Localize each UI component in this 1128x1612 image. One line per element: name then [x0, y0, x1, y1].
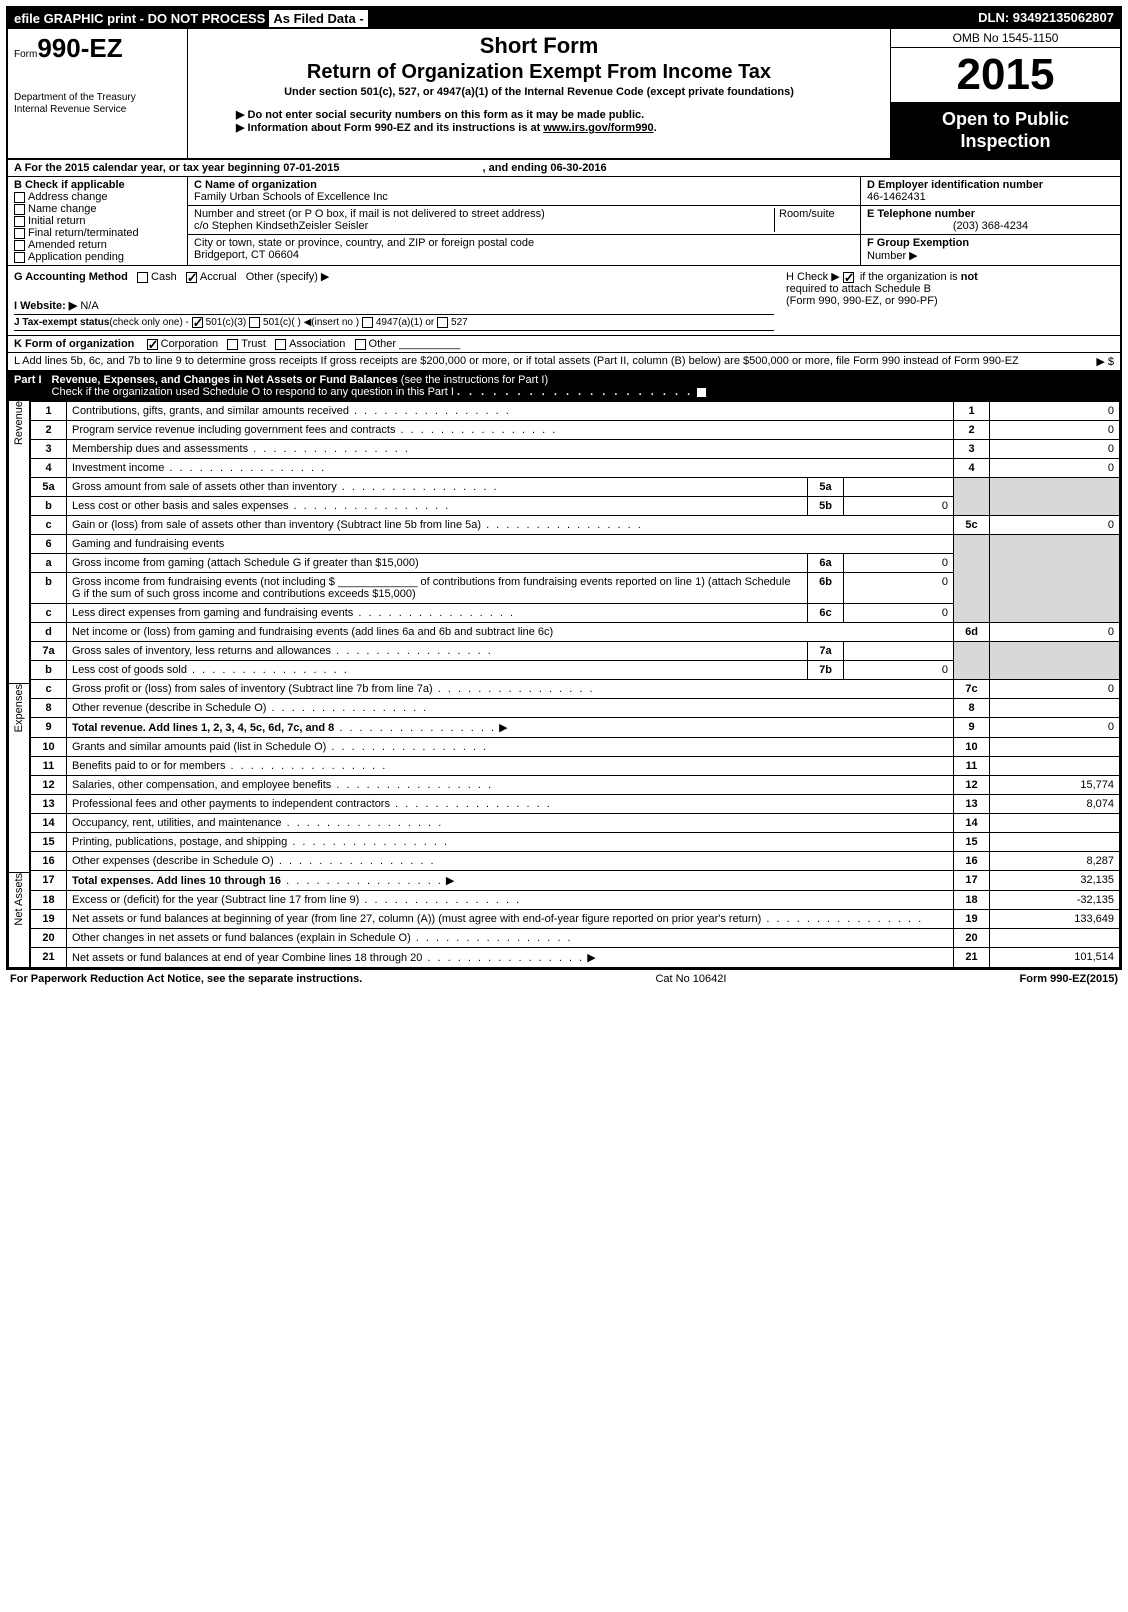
- line-5a: 5aGross amount from sale of assets other…: [31, 478, 1120, 497]
- chk-501c[interactable]: [249, 317, 260, 328]
- chk-accrual[interactable]: [186, 272, 197, 283]
- part-1-body: Revenue Expenses Net Assets 1Contributio…: [8, 401, 1120, 968]
- chk-corporation[interactable]: [147, 339, 158, 350]
- section-a: A For the 2015 calendar year, or tax yea…: [8, 160, 1120, 177]
- room-suite-label: Room/suite: [774, 208, 854, 232]
- j-label: J Tax-exempt status: [14, 317, 109, 328]
- chk-other-org[interactable]: [355, 339, 366, 350]
- part-1-header: Part I Revenue, Expenses, and Changes in…: [8, 371, 1120, 401]
- chk-final-return[interactable]: [14, 228, 25, 239]
- line-10: 10Grants and similar amounts paid (list …: [31, 738, 1120, 757]
- form-container: efile GRAPHIC print - DO NOT PROCESS As …: [6, 6, 1122, 970]
- line-2: 2Program service revenue including gover…: [31, 421, 1120, 440]
- line-21: 21Net assets or fund balances at end of …: [31, 948, 1120, 968]
- omb-number: OMB No 1545-1150: [891, 29, 1120, 48]
- chk-501c3[interactable]: [192, 317, 203, 328]
- c-city-label: City or town, state or province, country…: [194, 237, 854, 249]
- f-group-label: F Group Exemption: [867, 237, 969, 249]
- topbar: efile GRAPHIC print - DO NOT PROCESS As …: [8, 8, 1120, 29]
- website: N/A: [80, 300, 98, 312]
- dept-irs: Internal Revenue Service: [14, 104, 181, 116]
- b-label: B Check if applicable: [14, 179, 181, 191]
- line-15: 15Printing, publications, postage, and s…: [31, 833, 1120, 852]
- chk-application-pending[interactable]: [14, 252, 25, 263]
- line-19: 19Net assets or fund balances at beginni…: [31, 910, 1120, 929]
- chk-527[interactable]: [437, 317, 448, 328]
- header: Form990-EZ Department of the Treasury In…: [8, 29, 1120, 160]
- c-name-label: C Name of organization: [194, 179, 854, 191]
- chk-amended-return[interactable]: [14, 240, 25, 251]
- form-title: Return of Organization Exempt From Incom…: [196, 61, 882, 84]
- line-18: 18Excess or (deficit) for the year (Subt…: [31, 891, 1120, 910]
- line-1: 1Contributions, gifts, grants, and simil…: [31, 402, 1120, 421]
- note-ssn: ▶ Do not enter social security numbers o…: [236, 108, 882, 121]
- line-12: 12Salaries, other compensation, and empl…: [31, 776, 1120, 795]
- footer-left: For Paperwork Reduction Act Notice, see …: [10, 973, 362, 985]
- chk-name-change[interactable]: [14, 204, 25, 215]
- g-label: G Accounting Method: [14, 271, 128, 283]
- under-section: Under section 501(c), 527, or 4947(a)(1)…: [196, 86, 882, 98]
- chk-cash[interactable]: [137, 272, 148, 283]
- section-bcd: B Check if applicable Address change Nam…: [8, 177, 1120, 266]
- form-prefix: Form: [14, 49, 37, 60]
- l-text: L Add lines 5b, 6c, and 7b to line 9 to …: [14, 355, 1096, 368]
- open-to-public: Open to Public Inspection: [891, 103, 1120, 158]
- as-filed-label: As Filed Data -: [269, 10, 367, 27]
- footer-right: Form 990-EZ(2015): [1020, 973, 1118, 985]
- chk-association[interactable]: [275, 339, 286, 350]
- side-revenue: Revenue: [13, 401, 25, 445]
- line-7c: cGross profit or (loss) from sales of in…: [31, 680, 1120, 699]
- phone: (203) 368-4234: [867, 220, 1114, 232]
- chk-schedule-b[interactable]: [843, 272, 854, 283]
- footer: For Paperwork Reduction Act Notice, see …: [6, 970, 1122, 985]
- ein: 46-1462431: [867, 191, 1114, 203]
- line-16: 16Other expenses (describe in Schedule O…: [31, 852, 1120, 871]
- c-street-label: Number and street (or P O box, if mail i…: [194, 208, 774, 220]
- org-street: c/o Stephen KindsethZeisler Seisler: [194, 220, 774, 232]
- footer-cat: Cat No 10642I: [655, 973, 726, 985]
- efile-notice: efile GRAPHIC print - DO NOT PROCESS: [14, 11, 265, 26]
- org-city: Bridgeport, CT 06604: [194, 249, 854, 261]
- form-number: 990-EZ: [37, 33, 122, 63]
- dln: DLN: 93492135062807: [978, 10, 1114, 27]
- line-13: 13Professional fees and other payments t…: [31, 795, 1120, 814]
- note-info: ▶ Information about Form 990-EZ and its …: [236, 121, 882, 134]
- e-phone-label: E Telephone number: [867, 208, 1114, 220]
- side-expenses: Expenses: [13, 684, 25, 732]
- line-8: 8Other revenue (describe in Schedule O)8: [31, 699, 1120, 718]
- chk-4947[interactable]: [362, 317, 373, 328]
- line-6d: dNet income or (loss) from gaming and fu…: [31, 623, 1120, 642]
- h-label: H Check ▶: [786, 271, 840, 283]
- line-4: 4Investment income40: [31, 459, 1120, 478]
- side-net-assets: Net Assets: [13, 873, 25, 926]
- l-arrow: ▶ $: [1096, 355, 1114, 368]
- dept-treasury: Department of the Treasury: [14, 92, 181, 104]
- line-5c: cGain or (loss) from sale of assets othe…: [31, 516, 1120, 535]
- chk-initial-return[interactable]: [14, 216, 25, 227]
- line-11: 11Benefits paid to or for members11: [31, 757, 1120, 776]
- org-name: Family Urban Schools of Excellence Inc: [194, 191, 854, 203]
- line-17: 17Total expenses. Add lines 10 through 1…: [31, 871, 1120, 891]
- line-3: 3Membership dues and assessments30: [31, 440, 1120, 459]
- line-6: 6Gaming and fundraising events: [31, 535, 1120, 554]
- line-9: 9Total revenue. Add lines 1, 2, 3, 4, 5c…: [31, 718, 1120, 738]
- d-ein-label: D Employer identification number: [867, 179, 1114, 191]
- tax-year: 2015: [891, 48, 1120, 103]
- line-14: 14Occupancy, rent, utilities, and mainte…: [31, 814, 1120, 833]
- chk-trust[interactable]: [227, 339, 238, 350]
- lines-table: 1Contributions, gifts, grants, and simil…: [30, 401, 1120, 968]
- line-20: 20Other changes in net assets or fund ba…: [31, 929, 1120, 948]
- i-website-label: I Website: ▶: [14, 300, 77, 312]
- line-7a: 7aGross sales of inventory, less returns…: [31, 642, 1120, 661]
- chk-address-change[interactable]: [14, 192, 25, 203]
- short-form-label: Short Form: [196, 33, 882, 59]
- chk-schedule-o[interactable]: [696, 387, 707, 398]
- irs-link[interactable]: www.irs.gov/form990: [543, 122, 653, 134]
- k-label: K Form of organization: [14, 338, 134, 350]
- f-group-number: Number ▶: [867, 250, 918, 262]
